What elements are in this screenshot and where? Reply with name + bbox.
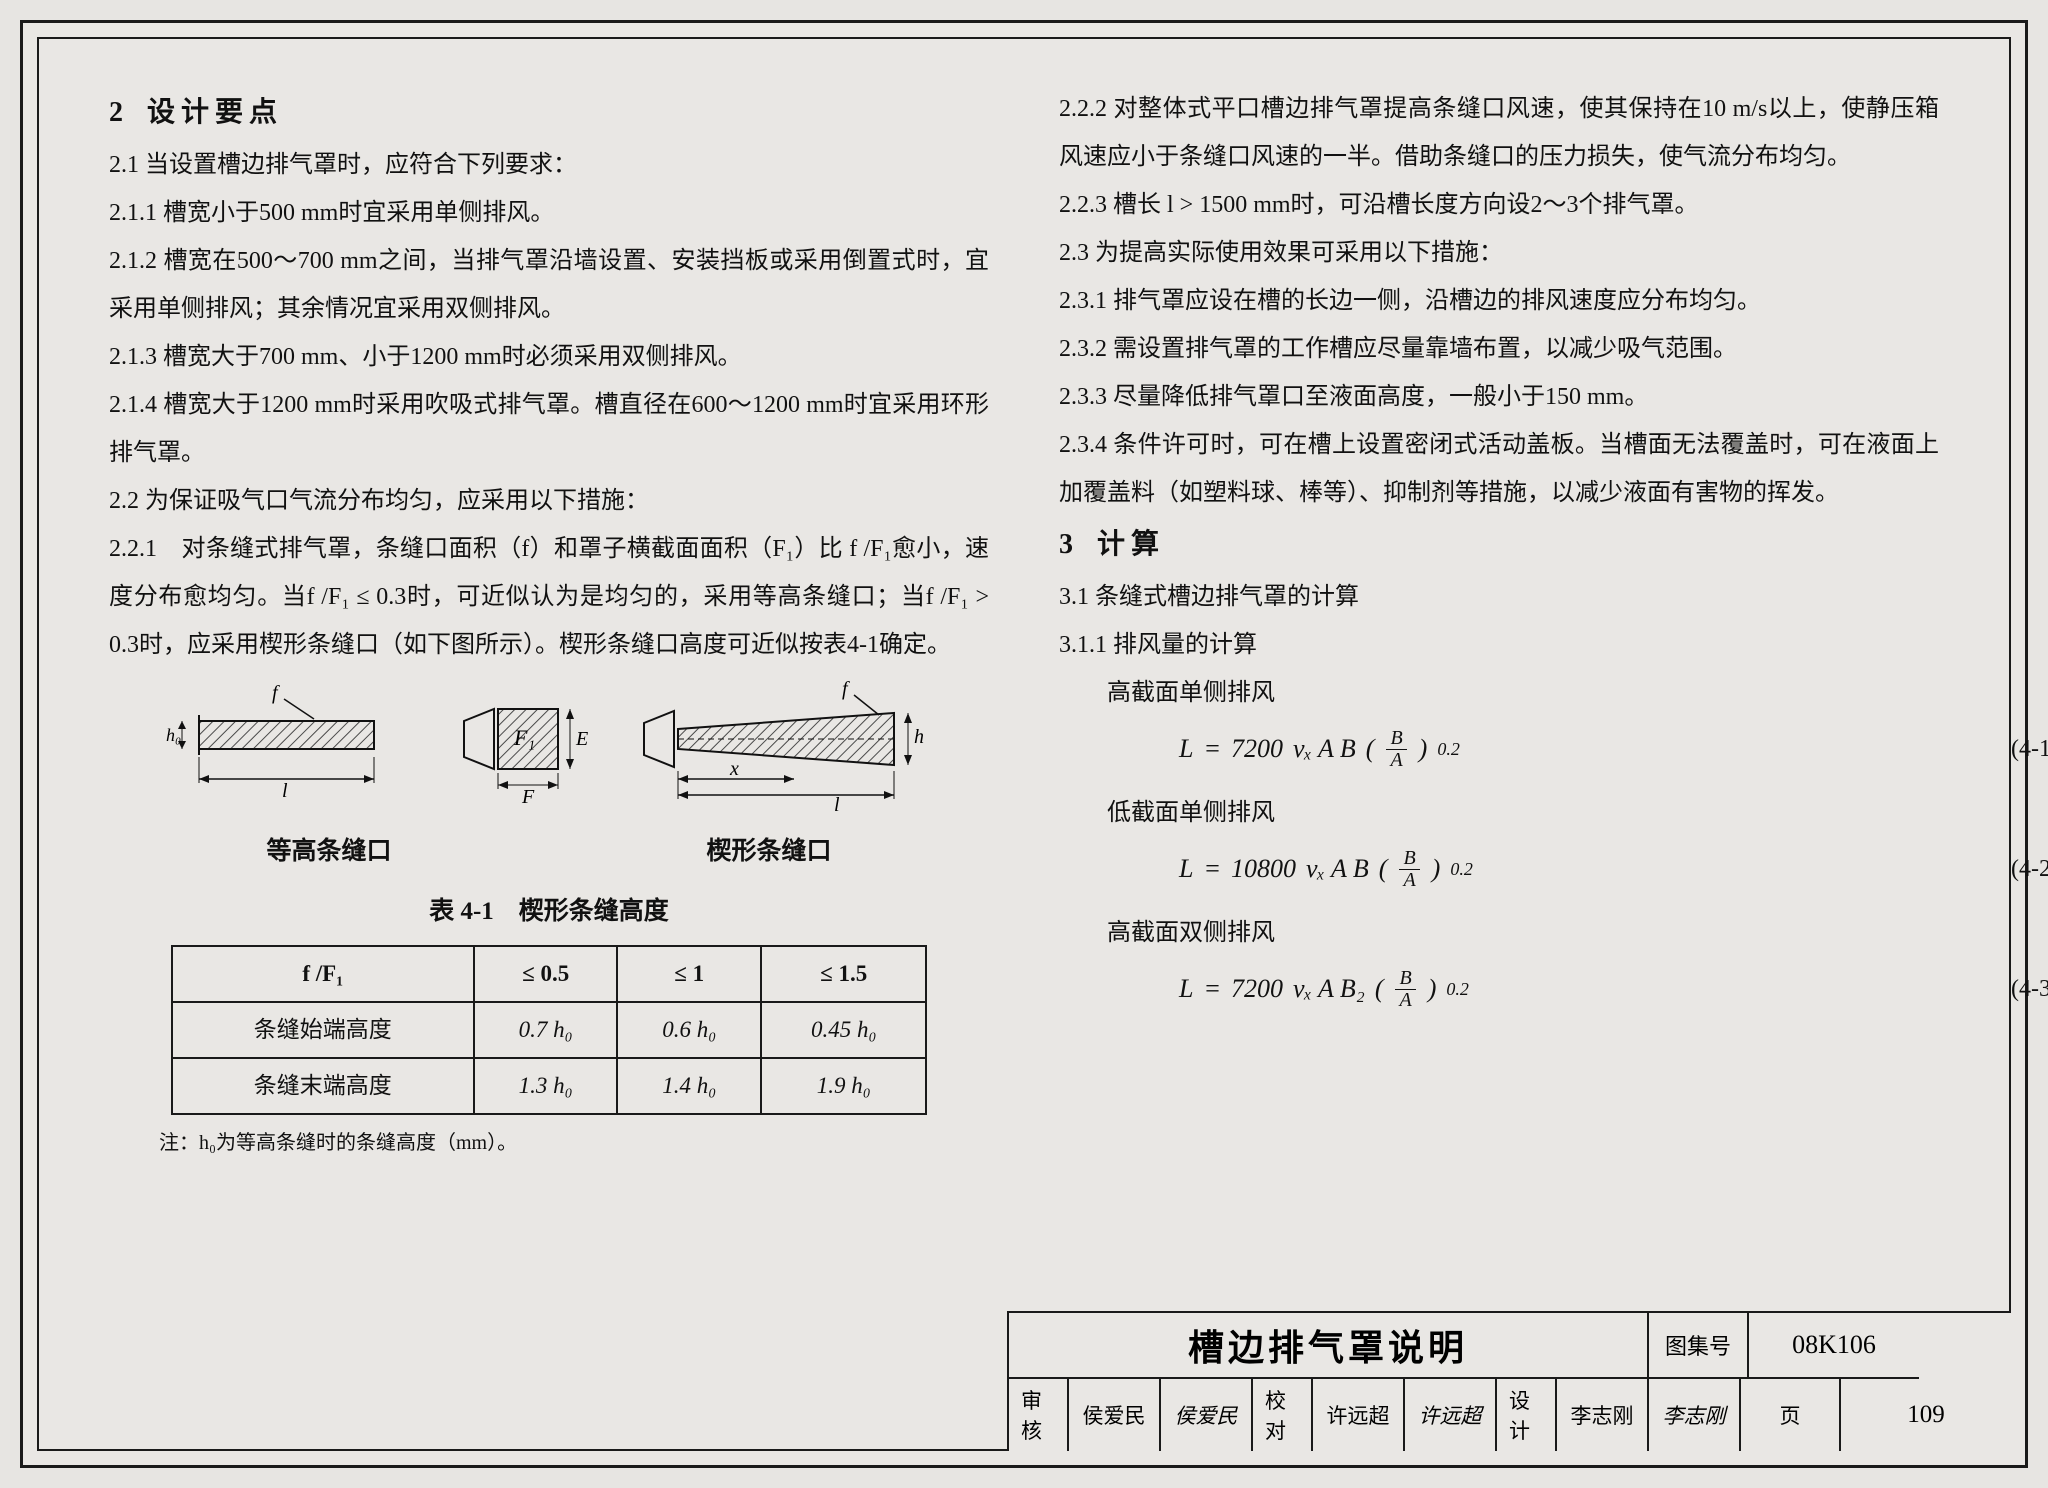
- page-label: 页: [1741, 1379, 1841, 1451]
- diagram-labels: 等高条缝口 楔形条缝口: [109, 823, 989, 877]
- eq3-coef: 7200: [1231, 963, 1283, 1015]
- p-2-1-3: 2.1.3 槽宽大于700 mm、小于1200 mm时必须采用双侧排风。: [109, 333, 989, 381]
- table-header-2: ≤ 1: [617, 946, 761, 1002]
- check-name: 许远超: [1313, 1379, 1405, 1451]
- eq2-body: vₓ A B: [1306, 843, 1369, 895]
- diagram-label-wedge: 楔形条缝口: [571, 827, 967, 877]
- p-2-3-3: 2.3.3 尽量降低排气罩口至液面高度，一般小于150 mm。: [1059, 373, 1939, 421]
- equation-4-3: L= 7200 vₓ A B₂ ( BA )0.2 (4-3): [1179, 963, 2048, 1015]
- drawing-title: 槽边排气罩说明: [1009, 1313, 1649, 1379]
- svg-text:x: x: [729, 758, 739, 780]
- diagram-row: h₀ f l F₁: [109, 679, 989, 819]
- design-label: 设计: [1497, 1379, 1557, 1451]
- svg-text:E: E: [575, 728, 588, 750]
- table-4-1-title: 表 4-1 楔形条缝高度: [109, 887, 989, 937]
- equation-4-1: L= 7200 vₓ A B ( BA )0.2 (4-1): [1179, 723, 2048, 775]
- table-r1-c0: 条缝始端高度: [172, 1002, 474, 1058]
- sheet-frame: 2 设计要点 2.1 当设置槽边排气罩时，应符合下列要求： 2.1.1 槽宽小于5…: [20, 20, 2028, 1468]
- p-2-2-2: 2.2.2 对整体式平口槽边排气罩提高条缝口风速，使其保持在10 m/s以上，使…: [1059, 85, 1939, 181]
- section-2-heading: 2 设计要点: [109, 85, 989, 141]
- table-4-1: f /F₁ ≤ 0.5 ≤ 1 ≤ 1.5 条缝始端高度 0.7 h₀ 0.6 …: [171, 945, 928, 1115]
- eq3-num: (4-3): [2011, 965, 2048, 1013]
- left-column: 2 设计要点 2.1 当设置槽边排气罩时，应符合下列要求： 2.1.1 槽宽小于5…: [109, 85, 989, 1449]
- svg-text:F: F: [521, 786, 535, 808]
- section-3-number: 3: [1059, 529, 1073, 560]
- eq1-body: vₓ A B: [1293, 723, 1356, 775]
- svg-text:l: l: [834, 794, 840, 816]
- p-2-1-1: 2.1.1 槽宽小于500 mm时宜采用单侧排风。: [109, 189, 989, 237]
- table-r2-c2: 1.4 h₀: [617, 1058, 761, 1114]
- review-name: 侯爱民: [1069, 1379, 1161, 1451]
- code-label: 图集号: [1649, 1313, 1749, 1379]
- review-label: 审核: [1009, 1379, 1069, 1451]
- section-3-heading: 3 计算: [1059, 517, 1939, 573]
- review-sign: 侯爱民: [1161, 1379, 1253, 1451]
- section-2-number: 2: [109, 97, 123, 128]
- p-2-2-3: 2.2.3 槽长 l > 1500 mm时，可沿槽长度方向设2～3个排气罩。: [1059, 181, 1939, 229]
- table-note: 注：h₀为等高条缝时的条缝高度（mm）。: [159, 1123, 989, 1163]
- p-2-1-2: 2.1.2 槽宽在500～700 mm之间，当排气罩沿墙设置、安装挡板或采用倒置…: [109, 237, 989, 333]
- section-2-title: 设计要点: [147, 97, 283, 128]
- table-header-1: ≤ 0.5: [474, 946, 618, 1002]
- title-block: 槽边排气罩说明 图集号 08K106 审核 侯爱民 侯爱民 校对 许远超 许远超…: [1007, 1311, 2011, 1451]
- table-r2-c3: 1.9 h₀: [761, 1058, 926, 1114]
- p-2-3: 2.3 为提高实际使用效果可采用以下措施：: [1059, 229, 1939, 277]
- table-header-0: f /F₁: [172, 946, 474, 1002]
- svg-text:F₁: F₁: [513, 725, 535, 750]
- eq3-body: vₓ A B₂: [1293, 963, 1365, 1015]
- p-2-2: 2.2 为保证吸气口气流分布均匀，应采用以下措施：: [109, 477, 989, 525]
- diagram-equal-slot: h₀ f l: [164, 679, 414, 819]
- design-sign: 李志刚: [1649, 1379, 1741, 1451]
- table-r1-c3: 0.45 h₀: [761, 1002, 926, 1058]
- eq2-label: 低截面单侧排风: [1107, 789, 1939, 837]
- section-3-title: 计算: [1097, 529, 1165, 560]
- eq1-num: (4-1): [2011, 725, 2048, 773]
- design-name: 李志刚: [1557, 1379, 1649, 1451]
- p-2-1: 2.1 当设置槽边排气罩时，应符合下列要求：: [109, 141, 989, 189]
- eq3-label: 高截面双侧排风: [1107, 909, 1939, 957]
- diagram-wedge-slot: f h x l: [634, 679, 934, 819]
- table-r1-c2: 0.6 h₀: [617, 1002, 761, 1058]
- svg-text:l: l: [282, 780, 288, 802]
- equation-4-2: L= 10800 vₓ A B ( BA )0.2 (4-2): [1179, 843, 2048, 895]
- inner-frame: 2 设计要点 2.1 当设置槽边排气罩时，应符合下列要求： 2.1.1 槽宽小于5…: [37, 37, 2011, 1451]
- check-sign: 许远超: [1405, 1379, 1497, 1451]
- p-2-1-4: 2.1.4 槽宽大于1200 mm时采用吹吸式排气罩。槽直径在600～1200 …: [109, 381, 989, 477]
- p-3-1-1: 3.1.1 排风量的计算: [1059, 621, 1939, 669]
- svg-text:h₀: h₀: [166, 725, 181, 745]
- right-column: 2.2.2 对整体式平口槽边排气罩提高条缝口风速，使其保持在10 m/s以上，使…: [1059, 85, 1939, 1449]
- check-label: 校对: [1253, 1379, 1313, 1451]
- diagram-f1-section: F₁ E F: [454, 679, 594, 819]
- p-2-2-1: 2.2.1 对条缝式排气罩，条缝口面积（f）和罩子横截面面积（F₁）比 f /F…: [109, 525, 989, 669]
- p-2-3-2: 2.3.2 需设置排气罩的工作槽应尽量靠墙布置，以减少吸气范围。: [1059, 325, 1939, 373]
- p-2-3-4: 2.3.4 条件许可时，可在槽上设置密闭式活动盖板。当槽面无法覆盖时，可在液面上…: [1059, 421, 1939, 517]
- eq2-coef: 10800: [1231, 843, 1296, 895]
- diagram-label-equal: 等高条缝口: [131, 827, 527, 877]
- table-r2-c0: 条缝末端高度: [172, 1058, 474, 1114]
- svg-text:f: f: [272, 682, 280, 704]
- eq1-label: 高截面单侧排风: [1107, 669, 1939, 717]
- table-header-3: ≤ 1.5: [761, 946, 926, 1002]
- svg-text:f: f: [842, 679, 850, 700]
- table-r2-c1: 1.3 h₀: [474, 1058, 618, 1114]
- p-3-1: 3.1 条缝式槽边排气罩的计算: [1059, 573, 1939, 621]
- eq2-num: (4-2): [2011, 845, 2048, 893]
- table-r1-c1: 0.7 h₀: [474, 1002, 618, 1058]
- p-2-3-1: 2.3.1 排气罩应设在槽的长边一侧，沿槽边的排风速度应分布均匀。: [1059, 277, 1939, 325]
- eq1-coef: 7200: [1231, 723, 1283, 775]
- page-number: 109: [1841, 1379, 2011, 1451]
- drawing-code: 08K106: [1749, 1313, 1919, 1379]
- svg-text:h: h: [914, 726, 924, 748]
